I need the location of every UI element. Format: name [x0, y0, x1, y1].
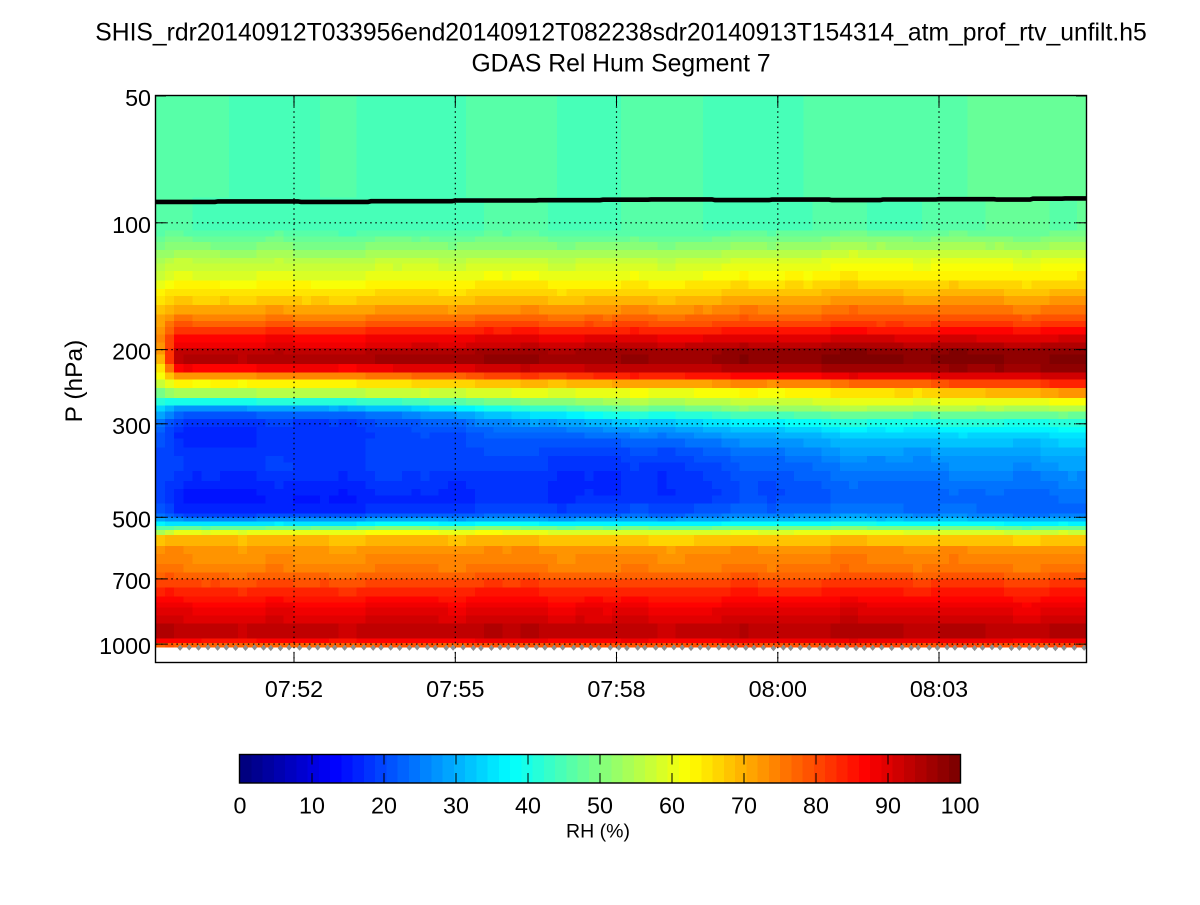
svg-text:100: 100 — [112, 212, 151, 238]
svg-text:20: 20 — [371, 793, 397, 819]
svg-text:500: 500 — [112, 506, 151, 532]
svg-text:10: 10 — [299, 793, 325, 819]
svg-text:SHIS_rdr20140912T033956end2014: SHIS_rdr20140912T033956end20140912T08223… — [95, 20, 1146, 47]
svg-text:RH (%): RH (%) — [566, 821, 630, 843]
svg-text:200: 200 — [112, 339, 151, 365]
svg-text:40: 40 — [515, 793, 541, 819]
svg-text:1000: 1000 — [99, 633, 151, 659]
svg-text:300: 300 — [112, 413, 151, 439]
svg-text:700: 700 — [112, 568, 151, 594]
svg-text:GDAS Rel Hum Segment 7: GDAS Rel Hum Segment 7 — [471, 51, 770, 78]
svg-text:50: 50 — [587, 793, 613, 819]
svg-text:07:58: 07:58 — [587, 676, 645, 702]
svg-text:70: 70 — [731, 793, 757, 819]
svg-text:30: 30 — [443, 793, 469, 819]
svg-text:07:55: 07:55 — [426, 676, 484, 702]
svg-text:P (hPa): P (hPa) — [61, 340, 88, 423]
svg-text:90: 90 — [875, 793, 901, 819]
svg-text:50: 50 — [125, 85, 151, 111]
svg-text:100: 100 — [941, 793, 980, 819]
svg-text:80: 80 — [803, 793, 829, 819]
svg-text:07:52: 07:52 — [265, 676, 323, 702]
svg-text:08:00: 08:00 — [749, 676, 807, 702]
svg-text:08:03: 08:03 — [910, 676, 968, 702]
svg-text:0: 0 — [234, 793, 247, 819]
svg-text:60: 60 — [659, 793, 685, 819]
